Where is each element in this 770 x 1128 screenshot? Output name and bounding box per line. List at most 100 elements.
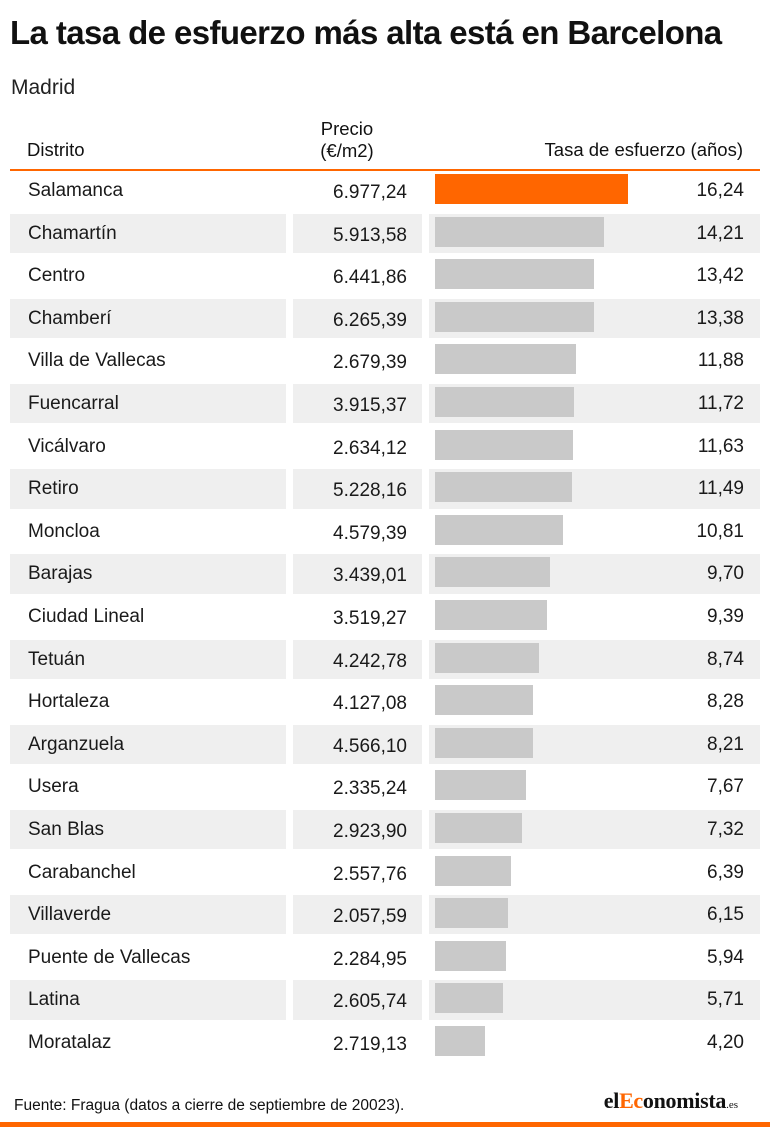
tasa-value: 9,70 xyxy=(707,563,744,585)
price-value: 2.634,12 xyxy=(333,437,407,459)
price-value: 4.127,08 xyxy=(333,693,407,715)
tasa-bar xyxy=(435,770,526,801)
price-value: 2.923,90 xyxy=(333,820,407,842)
chart-subtitle: Madrid xyxy=(11,76,76,99)
price-value: 2.557,76 xyxy=(333,863,407,885)
table-row: Hortaleza 4.127,08 8,28 xyxy=(10,682,760,725)
table-row: Centro 6.441,86 13,42 xyxy=(10,256,760,299)
table-row: Arganzuela 4.566,10 8,21 xyxy=(10,724,760,768)
column-header-precio-line1: Precio xyxy=(320,118,374,139)
tasa-bar xyxy=(435,472,572,503)
table-row: San Blas 2.923,90 7,32 xyxy=(10,809,760,853)
tasa-value: 6,39 xyxy=(707,861,744,883)
tasa-value: 7,32 xyxy=(707,818,744,840)
district-name: Ciudad Lineal xyxy=(28,605,145,627)
row-background xyxy=(10,554,760,594)
tasa-value: 8,74 xyxy=(707,648,744,670)
column-header-precio-line2: (€/m2) xyxy=(320,140,374,161)
row-background xyxy=(10,213,760,253)
district-name: Carabanchel xyxy=(28,861,136,883)
price-value: 3.519,27 xyxy=(333,607,407,629)
tasa-bar xyxy=(435,344,576,375)
district-name: Hortaleza xyxy=(28,691,110,713)
district-name: Vicálvaro xyxy=(28,435,106,457)
chart-title: La tasa de esfuerzo más alta está en Bar… xyxy=(10,14,722,51)
tasa-bar xyxy=(435,599,547,630)
district-name: Salamanca xyxy=(28,180,124,201)
table-row: Chamberí 6.265,39 13,38 xyxy=(10,298,760,342)
tasa-value: 13,42 xyxy=(696,265,744,287)
tasa-value: 10,81 xyxy=(696,520,744,542)
table-row: Moratalaz 2.719,13 4,20 xyxy=(10,1023,760,1066)
column-separator xyxy=(422,895,429,935)
price-value: 2.057,59 xyxy=(333,906,407,928)
tasa-value: 7,67 xyxy=(707,776,744,798)
tasa-bar xyxy=(435,983,503,1014)
tasa-bar xyxy=(435,685,533,716)
district-name: Puente de Vallecas xyxy=(28,946,191,968)
column-separator xyxy=(422,724,429,765)
district-name: Villaverde xyxy=(28,904,112,926)
column-separator xyxy=(422,980,429,1020)
column-separator xyxy=(422,554,429,594)
column-separator xyxy=(422,383,429,424)
column-separator xyxy=(286,724,293,765)
price-value: 3.915,37 xyxy=(333,394,407,416)
table-row: Villaverde 2.057,59 6,15 xyxy=(10,895,760,938)
row-background xyxy=(10,724,760,765)
column-header-precio: Precio (€/m2) xyxy=(287,118,407,162)
column-separator xyxy=(286,213,293,253)
tasa-value: 14,21 xyxy=(696,222,744,244)
column-separator xyxy=(286,298,293,339)
price-value: 2.605,74 xyxy=(333,991,407,1013)
tasa-value: 5,71 xyxy=(707,989,744,1011)
tasa-value: 5,94 xyxy=(707,946,744,968)
tasa-value: 11,49 xyxy=(697,478,744,500)
price-value: 3.439,01 xyxy=(333,565,407,587)
tasa-value: 11,88 xyxy=(697,350,744,372)
price-value: 4.242,78 xyxy=(333,650,407,672)
table-row: Barajas 3.439,01 9,70 xyxy=(10,554,760,597)
district-name: Moratalaz xyxy=(28,1031,112,1053)
header-divider xyxy=(10,169,760,171)
tasa-bar xyxy=(435,301,594,332)
price-value: 6.977,24 xyxy=(333,182,407,203)
tasa-bar xyxy=(435,940,506,971)
table-row: Ciudad Lineal 3.519,27 9,39 xyxy=(10,597,760,640)
tasa-bar xyxy=(435,812,522,843)
district-name: Barajas xyxy=(28,563,93,585)
column-separator xyxy=(286,383,293,424)
column-separator xyxy=(422,213,429,253)
tasa-bar xyxy=(435,216,604,247)
district-name: Chamberí xyxy=(28,307,112,329)
column-separator xyxy=(286,554,293,594)
table-row: Moncloa 4.579,39 10,81 xyxy=(10,512,760,555)
tasa-value: 16,24 xyxy=(696,180,744,201)
price-value: 4.579,39 xyxy=(333,522,407,544)
bottom-divider xyxy=(0,1122,770,1127)
table-row: Tetuán 4.242,78 8,74 xyxy=(10,639,760,683)
column-separator xyxy=(422,809,429,850)
tasa-bar xyxy=(435,259,594,290)
tasa-bar xyxy=(435,514,563,545)
table-row: Fuencarral 3.915,37 11,72 xyxy=(10,383,760,427)
row-background xyxy=(10,639,760,679)
district-name: Arganzuela xyxy=(28,733,125,755)
tasa-bar xyxy=(435,898,508,929)
column-separator xyxy=(286,639,293,679)
brand-logo: elEconomista.es xyxy=(604,1088,738,1118)
price-value: 2.679,39 xyxy=(333,352,407,374)
row-background xyxy=(10,383,760,424)
table-row: Usera 2.335,24 7,67 xyxy=(10,767,760,810)
district-name: Chamartín xyxy=(28,222,117,244)
table-row: Villa de Vallecas 2.679,39 11,88 xyxy=(10,341,760,384)
column-separator xyxy=(422,298,429,339)
district-name: Tetuán xyxy=(28,648,86,670)
column-separator xyxy=(286,469,293,509)
table-row: Salamanca 6.977,24 16,24 xyxy=(10,171,760,214)
table-body: Salamanca 6.977,24 16,24 Chamartín 5.913,58 1… xyxy=(10,171,760,1065)
tasa-bar xyxy=(435,386,574,417)
row-background xyxy=(10,980,760,1020)
tasa-bar xyxy=(435,855,511,886)
table-row: Chamartín 5.913,58 14,21 xyxy=(10,213,760,257)
